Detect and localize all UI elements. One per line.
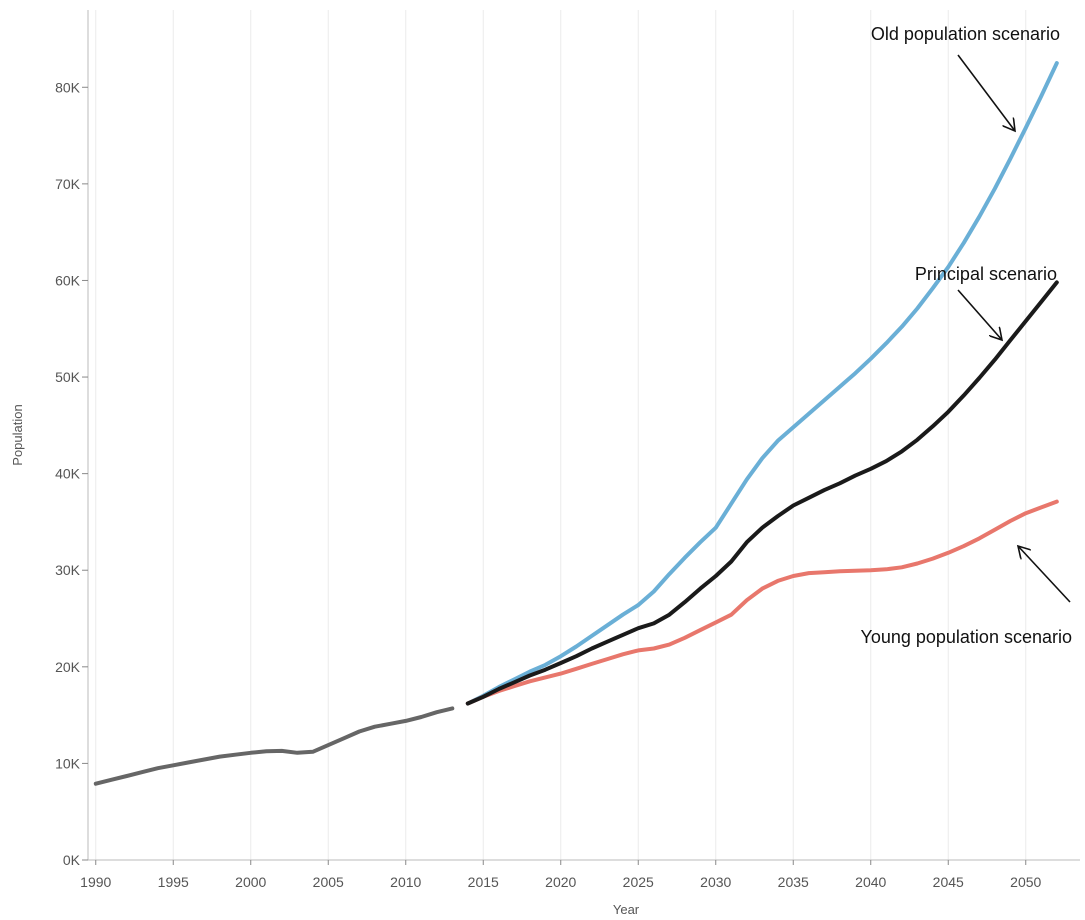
x-tick-label: 1995 [158,874,189,890]
axes [87,10,1080,861]
annotation-principal: Principal scenario [915,264,1057,284]
x-tick-label: 2015 [468,874,499,890]
x-tick-label: 2030 [700,874,731,890]
series-line-historical [93,706,455,786]
series-lines [93,61,1059,786]
y-tick-label: 80K [55,79,81,95]
annotation-arrow-principal [957,289,1002,340]
x-tick-label: 2025 [623,874,654,890]
series-line-young-population [465,499,1059,706]
y-tick-label: 50K [55,369,81,385]
y-tick-label: 20K [55,659,81,675]
y-tick-label: 30K [55,562,81,578]
x-tick-label: 2035 [778,874,809,890]
y-tick-label: 60K [55,272,81,288]
x-tick-label: 2040 [855,874,886,890]
tick-labels: 0K 10K 20K 30K 40K 50K 60K 70K 80K 1990 1995 2000 20… [55,79,1041,890]
annotations: Old population scenario Principal scenar… [860,24,1072,647]
x-tick-label: 2050 [1010,874,1041,890]
y-tick-label: 70K [55,176,81,192]
y-tick-label: 0K [63,852,81,868]
annotation-arrow-old-population [957,54,1015,131]
annotation-old-population: Old population scenario [871,24,1060,44]
y-axis-title: Population [10,404,25,465]
series-line-old-population [465,61,1059,706]
series-line-principal [465,280,1059,706]
y-tick-label: 10K [55,755,81,771]
x-tick-label: 1990 [80,874,111,890]
annotation-young-population: Young population scenario [860,627,1072,647]
x-axis-title: Year [613,902,640,917]
x-tick-label: 2005 [313,874,344,890]
y-tick-label: 40K [55,466,81,482]
x-tick-label: 2010 [390,874,421,890]
x-tick-label: 2000 [235,874,266,890]
grid [95,10,1027,860]
x-tick-label: 2020 [545,874,576,890]
annotation-arrow-young-population [1018,546,1071,603]
x-tick-label: 2045 [933,874,964,890]
